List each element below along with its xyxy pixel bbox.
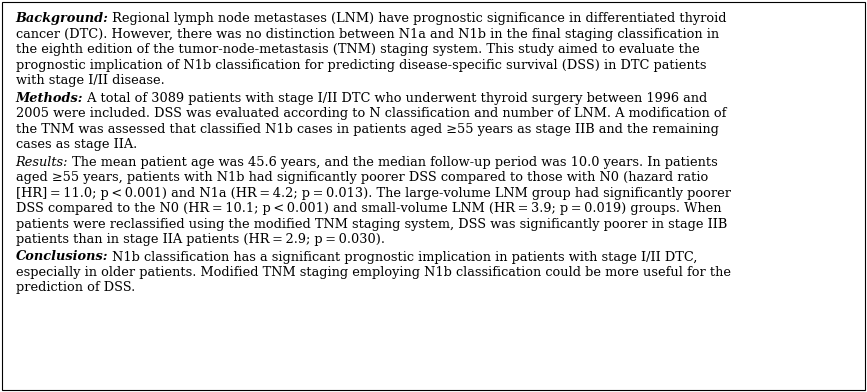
- Text: patients were reclassified using the modified TNM staging system, DSS was signif: patients were reclassified using the mod…: [16, 218, 727, 230]
- Text: with stage I/II disease.: with stage I/II disease.: [16, 74, 165, 87]
- Text: A total of 3089 patients with stage I/II DTC who underwent thyroid surgery betwe: A total of 3089 patients with stage I/II…: [83, 91, 707, 105]
- Text: The mean patient age was 45.6 years, and the median follow-up period was 10.0 ye: The mean patient age was 45.6 years, and…: [68, 156, 718, 169]
- Text: Regional lymph node metastases (LNM) have prognostic significance in differentia: Regional lymph node metastases (LNM) hav…: [108, 12, 727, 25]
- Text: cancer (DTC). However, there was no distinction between N1a and N1b in the final: cancer (DTC). However, there was no dist…: [16, 27, 719, 40]
- Text: the eighth edition of the tumor-node-metastasis (TNM) staging system. This study: the eighth edition of the tumor-node-met…: [16, 43, 700, 56]
- Text: 2005 were included. DSS was evaluated according to N classification and number o: 2005 were included. DSS was evaluated ac…: [16, 107, 726, 120]
- Text: prediction of DSS.: prediction of DSS.: [16, 281, 135, 294]
- Text: prognostic implication of N1b classification for predicting disease-specific sur: prognostic implication of N1b classifica…: [16, 58, 706, 71]
- Text: especially in older patients. Modified TNM staging employing N1b classification : especially in older patients. Modified T…: [16, 266, 731, 279]
- Text: cases as stage IIA.: cases as stage IIA.: [16, 138, 137, 151]
- Text: N1b classification has a significant prognostic implication in patients with sta: N1b classification has a significant pro…: [108, 250, 697, 263]
- Text: DSS compared to the N0 (HR = 10.1; p < 0.001) and small-volume LNM (HR = 3.9; p : DSS compared to the N0 (HR = 10.1; p < 0…: [16, 202, 721, 215]
- Text: Results:: Results:: [16, 156, 68, 169]
- Text: Conclusions:: Conclusions:: [16, 250, 108, 263]
- Text: [HR] = 11.0; p < 0.001) and N1a (HR = 4.2; p = 0.013). The large-volume LNM grou: [HR] = 11.0; p < 0.001) and N1a (HR = 4.…: [16, 187, 731, 200]
- Text: Background:: Background:: [16, 12, 108, 25]
- Text: aged ≥55 years, patients with N1b had significantly poorer DSS compared to those: aged ≥55 years, patients with N1b had si…: [16, 171, 707, 184]
- Text: Methods:: Methods:: [16, 91, 83, 105]
- Text: patients than in stage IIA patients (HR = 2.9; p = 0.030).: patients than in stage IIA patients (HR …: [16, 233, 385, 246]
- Text: the TNM was assessed that classified N1b cases in patients aged ≥55 years as sta: the TNM was assessed that classified N1b…: [16, 123, 719, 136]
